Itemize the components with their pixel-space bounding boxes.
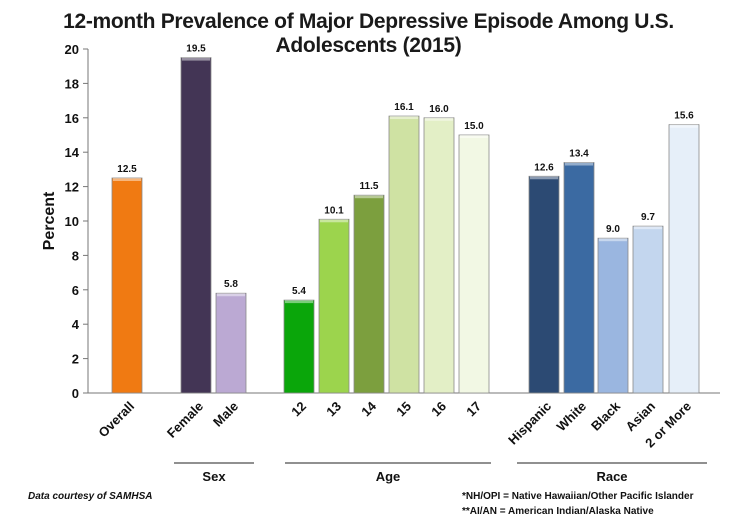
data-label-12: 5.4 [292,286,306,297]
bar-overall [111,177,143,394]
bar-highlight-male [217,293,245,297]
group-label-race: Race [596,469,627,484]
bar-highlight-overall [113,178,141,181]
y-tick-label-18: 18 [65,76,79,91]
x-tick-label-black: Black [588,398,624,434]
bar-highlight-13 [320,219,348,223]
data-label-white: 13.4 [569,149,589,160]
bar-13 [318,218,350,394]
x-tick-label-13: 13 [323,399,344,420]
bar-white [563,162,595,394]
x-tick-label-white: White [553,399,589,435]
bar-hispanic [528,175,560,394]
y-tick-label-6: 6 [72,283,79,298]
footnote-nhopi: *NH/OPI = Native Hawaiian/Other Pacific … [462,491,694,502]
y-tick-label-12: 12 [65,180,79,195]
bar-highlight-16 [425,117,453,121]
bar-highlight-12 [285,300,313,304]
y-tick-label-10: 10 [65,214,79,229]
x-tick-label-female: Female [164,399,206,441]
bar-15 [388,115,420,394]
data-label-hispanic: 12.6 [534,162,554,173]
data-label-overall: 12.5 [117,164,137,175]
data-label-17: 15.0 [464,121,484,132]
x-tick-label-16: 16 [428,399,449,420]
bar-highlight-14 [355,195,383,199]
y-tick-label-2: 2 [72,352,79,367]
bar-highlight-17 [460,135,488,138]
x-tick-label-male: Male [210,399,241,430]
bar-12 [283,299,315,394]
y-tick-label-8: 8 [72,248,79,263]
data-label-black: 9.0 [606,224,620,235]
bar-male [215,292,247,394]
footnote-aian: **AI/AN = American Indian/Alaska Native [462,506,654,517]
x-tick-label-overall: Overall [95,399,137,441]
data-label-female: 19.5 [186,44,206,55]
x-tick-label-hispanic: Hispanic [505,399,554,448]
bar-highlight-15 [390,116,418,120]
group-label-age: Age [376,469,401,484]
x-tick-label-17: 17 [463,399,484,420]
bar-highlight-white [565,162,593,166]
data-label-16: 16.0 [429,104,449,115]
bar-highlight-asian [634,226,662,230]
data-label-male: 5.8 [224,279,238,290]
y-axis-title: Percent [41,191,58,250]
bar-highlight-2-or-more [670,124,698,128]
chart-title: 12-month Prevalence of Major Depressive … [63,10,674,57]
bar-asian [632,225,664,394]
bar-highlight-black [599,238,627,242]
data-label-15: 16.1 [394,102,414,113]
y-tick-label-0: 0 [72,386,79,401]
y-tick-label-16: 16 [65,111,79,126]
x-tick-label-12: 12 [288,399,309,420]
bar-female [180,57,212,394]
bar-highlight-hispanic [530,176,558,180]
y-tick-label-14: 14 [65,145,80,160]
bar-2-or-more [668,124,700,394]
bar-black [597,237,629,394]
x-tick-label-15: 15 [393,399,414,420]
group-label-sex: Sex [202,469,226,484]
data-label-14: 11.5 [360,181,379,192]
y-tick-label-4: 4 [72,317,80,332]
bar-17 [458,134,490,394]
bar-14 [353,194,385,394]
data-label-2-or-more: 15.6 [674,111,694,122]
data-credit: Data courtesy of SAMHSA [28,491,153,502]
data-label-13: 10.1 [324,205,344,216]
x-tick-label-14: 14 [358,398,379,419]
bar-16 [423,117,455,394]
bar-highlight-female [182,57,210,61]
y-tick-label-20: 20 [65,42,79,57]
data-label-asian: 9.7 [641,212,655,223]
